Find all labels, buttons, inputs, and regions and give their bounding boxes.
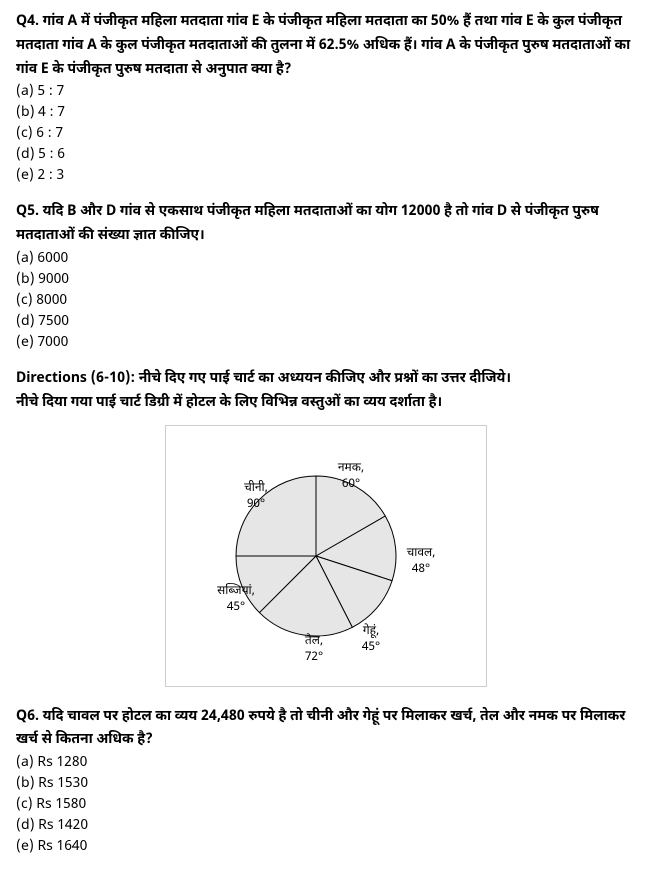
q5-opt-e: (e) 7000 xyxy=(16,332,636,353)
question-4-text: Q4. गांव A में पंजीकृत महिला मतदाता गांव… xyxy=(16,10,636,81)
q4-opt-b: (b) 4 : 7 xyxy=(16,102,636,123)
pie-chart-container: नमक,60°चावल,48°गेहूं,45°तेल,72°सब्जियां,… xyxy=(16,425,636,687)
question-5-text: Q5. यदि B और D गांव से एकसाथ पंजीकृत महि… xyxy=(16,200,636,248)
pie-label-गेहूं: गेहूं, xyxy=(363,622,379,639)
q6-opt-e: (e) Rs 1640 xyxy=(16,836,636,857)
directions-line2: नीचे दिया गया पाई चार्ट डिग्री में होटल … xyxy=(16,393,442,412)
directions-line1: नीचे दिए गए पाई चार्ट का अध्ययन कीजिए और… xyxy=(139,369,511,388)
q6-options: (a) Rs 1280 (b) Rs 1530 (c) Rs 1580 (d) … xyxy=(16,752,636,857)
q4-options: (a) 5 : 7 (b) 4 : 7 (c) 6 : 7 (d) 5 : 6 … xyxy=(16,81,636,186)
q6-opt-b: (b) Rs 1530 xyxy=(16,773,636,794)
pie-label-नमक-deg: 60° xyxy=(342,476,360,492)
directions-6-10: Directions (6-10): नीचे दिए गए पाई चार्ट… xyxy=(16,367,636,415)
question-6: Q6. यदि चावल पर होटल का व्यय 24,480 रुपय… xyxy=(16,705,636,858)
q5-options: (a) 6000 (b) 9000 (c) 8000 (d) 7500 (e) … xyxy=(16,248,636,353)
pie-label-नमक: नमक, xyxy=(338,460,364,476)
pie-label-सब्जियां: सब्जियां, xyxy=(217,582,255,599)
pie-label-चावल: चावल, xyxy=(407,545,436,561)
question-4: Q4. गांव A में पंजीकृत महिला मतदाता गांव… xyxy=(16,10,636,186)
pie-label-तेल-deg: 72° xyxy=(305,649,323,665)
pie-label-सब्जियां-deg: 45° xyxy=(227,599,245,615)
q5-body: यदि B और D गांव से एकसाथ पंजीकृत महिला म… xyxy=(16,202,599,245)
question-5: Q5. यदि B और D गांव से एकसाथ पंजीकृत महि… xyxy=(16,200,636,353)
pie-label-चीनी-deg: 90° xyxy=(247,496,265,512)
q4-label: Q4. xyxy=(16,12,39,31)
pie-chart: नमक,60°चावल,48°गेहूं,45°तेल,72°सब्जियां,… xyxy=(196,436,456,676)
q4-opt-e: (e) 2 : 3 xyxy=(16,165,636,186)
q6-opt-d: (d) Rs 1420 xyxy=(16,815,636,836)
pie-label-चीनी: चीनी, xyxy=(244,479,268,496)
question-6-text: Q6. यदि चावल पर होटल का व्यय 24,480 रुपय… xyxy=(16,705,636,753)
q6-opt-a: (a) Rs 1280 xyxy=(16,752,636,773)
q6-label: Q6. xyxy=(16,707,39,726)
q6-opt-c: (c) Rs 1580 xyxy=(16,794,636,815)
q5-label: Q5. xyxy=(16,202,39,221)
q4-opt-a: (a) 5 : 7 xyxy=(16,81,636,102)
q5-opt-d: (d) 7500 xyxy=(16,311,636,332)
q6-body: यदि चावल पर होटल का व्यय 24,480 रुपये है… xyxy=(16,707,625,750)
q4-body: गांव A में पंजीकृत महिला मतदाता गांव E क… xyxy=(16,12,630,79)
pie-label-चावल-deg: 48° xyxy=(412,561,430,577)
pie-label-तेल: तेल, xyxy=(305,632,323,649)
pie-chart-box: नमक,60°चावल,48°गेहूं,45°तेल,72°सब्जियां,… xyxy=(165,425,487,687)
q5-opt-c: (c) 8000 xyxy=(16,290,636,311)
q4-opt-c: (c) 6 : 7 xyxy=(16,123,636,144)
q4-opt-d: (d) 5 : 6 xyxy=(16,144,636,165)
q5-opt-a: (a) 6000 xyxy=(16,248,636,269)
q5-opt-b: (b) 9000 xyxy=(16,269,636,290)
directions-label: Directions (6-10): xyxy=(16,369,135,388)
pie-label-गेहूं-deg: 45° xyxy=(362,639,380,655)
